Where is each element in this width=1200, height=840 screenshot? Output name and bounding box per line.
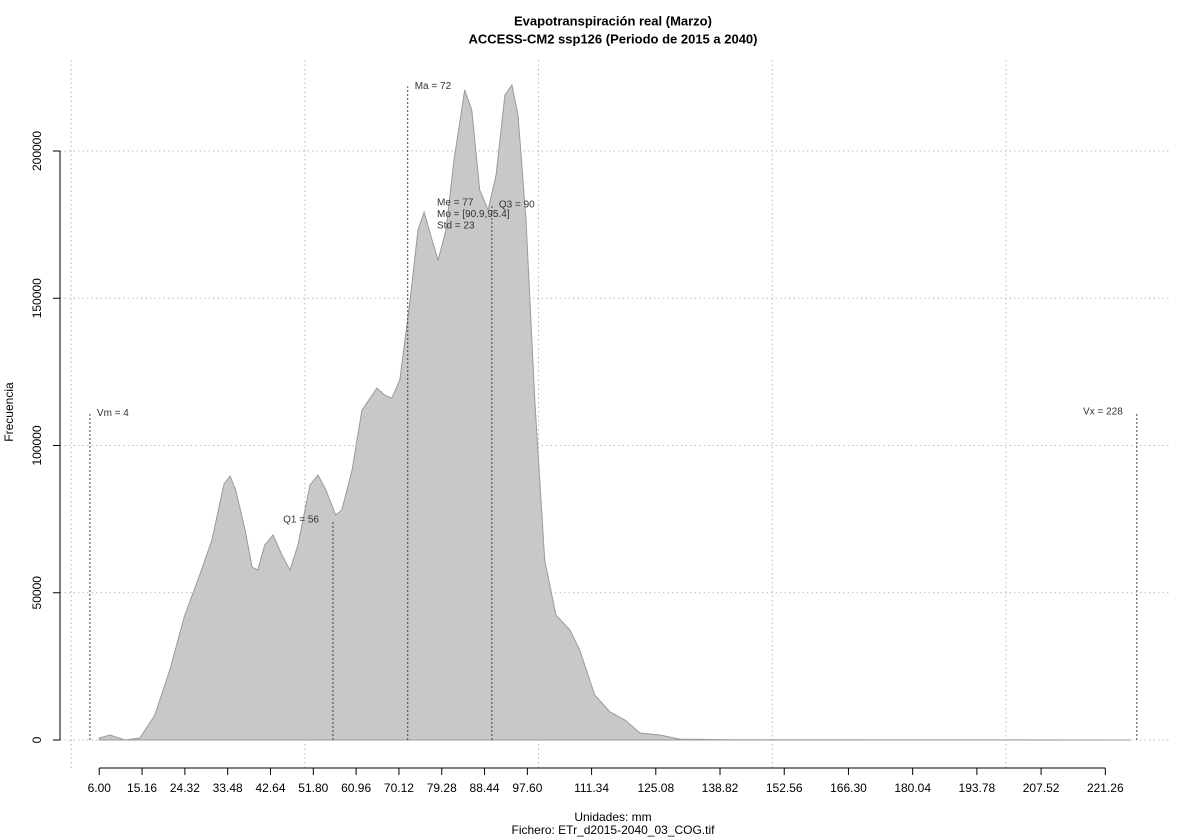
annotation-label: Vm = 4 <box>97 408 129 419</box>
x-tick-label: 79.28 <box>427 781 457 795</box>
chart-subtitle: ACCESS-CM2 ssp126 (Periodo de 2015 a 204… <box>468 31 757 46</box>
y-tick-label: 100000 <box>30 425 44 465</box>
y-tick-label: 200000 <box>30 131 44 171</box>
x-tick-label: 88.44 <box>470 781 500 795</box>
stats-label: Std = 23 <box>437 221 475 232</box>
stats-label: Mo = [90.9,95.4] <box>437 209 510 220</box>
x-tick-label: 111.34 <box>574 781 609 795</box>
x-tick-label: 60.96 <box>341 781 371 795</box>
x-tick-label: 70.12 <box>384 781 414 795</box>
stats-label: Me = 77 <box>437 198 474 209</box>
y-tick-label: 50000 <box>30 576 44 610</box>
x-tick-label: 125.08 <box>637 781 674 795</box>
x-tick-label: 33.48 <box>213 781 243 795</box>
x-tick-label: 193.78 <box>959 781 996 795</box>
annotation-label: Ma = 72 <box>415 81 452 92</box>
density-area <box>98 83 1131 741</box>
x-tick-label: 97.60 <box>512 781 542 795</box>
y-tick-label: 0 <box>30 736 44 743</box>
annotation-label: Q3 = 90 <box>499 200 535 211</box>
x-tick-label: 6.00 <box>88 781 112 795</box>
x-tick-label: 42.64 <box>255 781 285 795</box>
x-axis-label: Unidades: mm <box>574 810 651 824</box>
chart-title: Evapotranspiración real (Marzo) <box>514 13 712 28</box>
annotation-label: Q1 = 56 <box>283 515 319 526</box>
x-tick-label: 166.30 <box>830 781 867 795</box>
y-tick-label: 150000 <box>30 278 44 318</box>
x-tick-label: 138.82 <box>702 781 739 795</box>
x-tick-label: 180.04 <box>894 781 931 795</box>
x-tick-label: 221.26 <box>1087 781 1124 795</box>
x-tick-label: 51.80 <box>298 781 328 795</box>
annotation-label: Vx = 228 <box>1083 407 1123 418</box>
x-tick-label: 15.16 <box>127 781 157 795</box>
x-tick-label: 152.56 <box>766 781 803 795</box>
x-tick-label: 24.32 <box>170 781 200 795</box>
y-axis-label: Frecuencia <box>2 382 16 442</box>
x-tick-label: 207.52 <box>1023 781 1060 795</box>
caption: Fichero: ETr_d2015-2040_03_COG.tif <box>512 823 716 837</box>
